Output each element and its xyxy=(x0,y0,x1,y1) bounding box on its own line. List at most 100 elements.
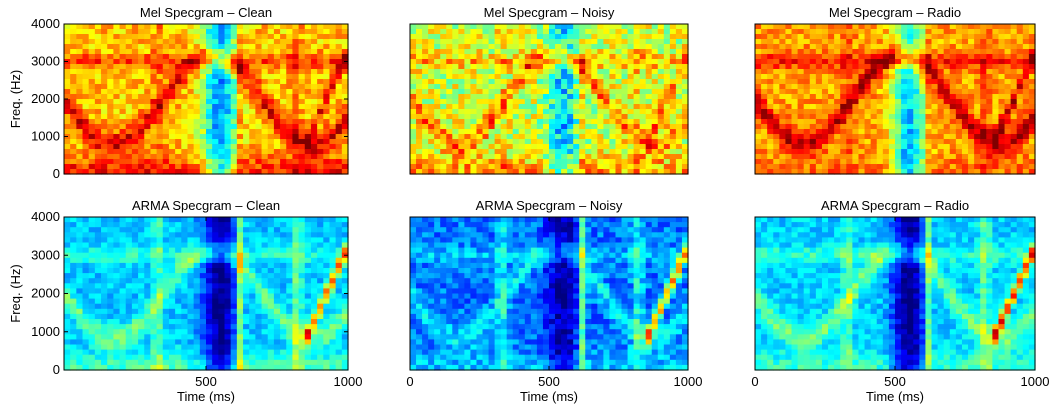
heatmap-cell xyxy=(998,24,1006,30)
heatmap-cell xyxy=(663,44,671,50)
heatmap-cell xyxy=(224,334,232,340)
heatmap-cell xyxy=(107,329,114,335)
heatmap-cell xyxy=(639,79,647,85)
heatmap-cell xyxy=(639,59,647,65)
heatmap-cell xyxy=(657,159,665,165)
heatmap-cell xyxy=(113,89,121,95)
heatmap-cell xyxy=(986,64,993,70)
heatmap-cell xyxy=(980,99,987,105)
heatmap-cell xyxy=(175,283,182,289)
heatmap-cell xyxy=(125,84,133,90)
heatmap-cell xyxy=(131,349,139,356)
heatmap-cell xyxy=(919,154,927,160)
heatmap-cell xyxy=(88,59,96,65)
heatmap-cell xyxy=(193,164,201,170)
heatmap-cell xyxy=(464,129,472,135)
heatmap-cell xyxy=(76,298,84,305)
heatmap-cell xyxy=(536,39,544,45)
heatmap-cell xyxy=(809,99,817,105)
heatmap-cell xyxy=(82,262,90,269)
heatmap-cell xyxy=(113,232,121,238)
heatmap-cell xyxy=(94,354,102,361)
heatmap-cell xyxy=(840,139,847,145)
heatmap-cell xyxy=(236,139,244,145)
heatmap-cell xyxy=(150,262,158,269)
heatmap-cell xyxy=(175,159,182,165)
heatmap-cell xyxy=(335,119,343,125)
heatmap-cell xyxy=(809,134,817,140)
heatmap-cell xyxy=(669,84,677,90)
heatmap-cell xyxy=(931,159,939,165)
heatmap-cell xyxy=(440,124,447,130)
heatmap-cell xyxy=(579,124,586,130)
heatmap-cell xyxy=(131,94,139,100)
heatmap-cell xyxy=(888,84,896,90)
heatmap-cell xyxy=(206,329,213,335)
heatmap-cell xyxy=(858,84,866,90)
heatmap-cell xyxy=(627,34,635,40)
heatmap-cell xyxy=(286,74,294,80)
heatmap-cell xyxy=(943,124,951,130)
heatmap-cell xyxy=(663,159,671,165)
heatmap-cell xyxy=(821,44,829,50)
heatmap-cell xyxy=(585,34,592,40)
heatmap-cell xyxy=(591,69,598,75)
heatmap-cell xyxy=(292,159,300,165)
heatmap-cell xyxy=(113,364,121,371)
heatmap-cell xyxy=(476,169,484,175)
heatmap-cell xyxy=(113,359,121,366)
heatmap-cell xyxy=(669,59,677,65)
heatmap-cell xyxy=(931,89,939,95)
heatmap-cell xyxy=(681,114,689,120)
heatmap-cell xyxy=(458,114,465,120)
heatmap-cell xyxy=(255,104,263,110)
heatmap-cell xyxy=(230,149,238,155)
heatmap-cell xyxy=(488,134,496,140)
heatmap-cell xyxy=(925,99,933,105)
heatmap-cell xyxy=(512,34,520,40)
heatmap-cell xyxy=(488,64,496,70)
heatmap-cell xyxy=(669,164,677,170)
heatmap-cell xyxy=(255,89,263,95)
heatmap-cell xyxy=(931,124,939,130)
heatmap-cell xyxy=(212,139,219,145)
heatmap-cell xyxy=(500,39,508,45)
heatmap-cell xyxy=(591,64,598,70)
heatmap-cell xyxy=(458,59,465,65)
heatmap-cell xyxy=(230,74,238,80)
heatmap-cell xyxy=(280,54,287,60)
heatmap-cell xyxy=(88,237,96,244)
heatmap-cell xyxy=(131,79,139,85)
heatmap-cell xyxy=(187,159,195,165)
heatmap-cell xyxy=(615,79,623,85)
heatmap-cell xyxy=(88,232,96,238)
heatmap-cell xyxy=(310,89,318,95)
heatmap-cell xyxy=(76,149,84,155)
heatmap-cell xyxy=(181,109,189,115)
heatmap-cell xyxy=(828,139,835,145)
heatmap-cell xyxy=(603,109,611,115)
heatmap-cell xyxy=(249,84,256,90)
y-tick-label: 4000 xyxy=(31,16,60,31)
heatmap-cell xyxy=(955,99,963,105)
heatmap-cell xyxy=(828,74,835,80)
heatmap-cell xyxy=(876,164,884,170)
heatmap-cell xyxy=(919,64,927,70)
heatmap-cell xyxy=(669,144,677,150)
heatmap-cell xyxy=(193,89,201,95)
heatmap-cell xyxy=(567,34,574,40)
heatmap-cell xyxy=(518,59,526,65)
heatmap-cell xyxy=(621,104,629,110)
heatmap-cell xyxy=(193,278,201,284)
heatmap-cell xyxy=(119,99,127,105)
heatmap-cell xyxy=(138,262,145,269)
heatmap-cell xyxy=(206,227,213,233)
heatmap-cell xyxy=(193,298,201,305)
heatmap-cell xyxy=(627,119,635,125)
heatmap-cell xyxy=(434,84,441,90)
heatmap-cell xyxy=(280,99,287,105)
heatmap-cell xyxy=(243,159,250,165)
heatmap-cell xyxy=(218,149,226,155)
heatmap-cell xyxy=(1004,134,1012,140)
heatmap-cell xyxy=(82,24,90,30)
